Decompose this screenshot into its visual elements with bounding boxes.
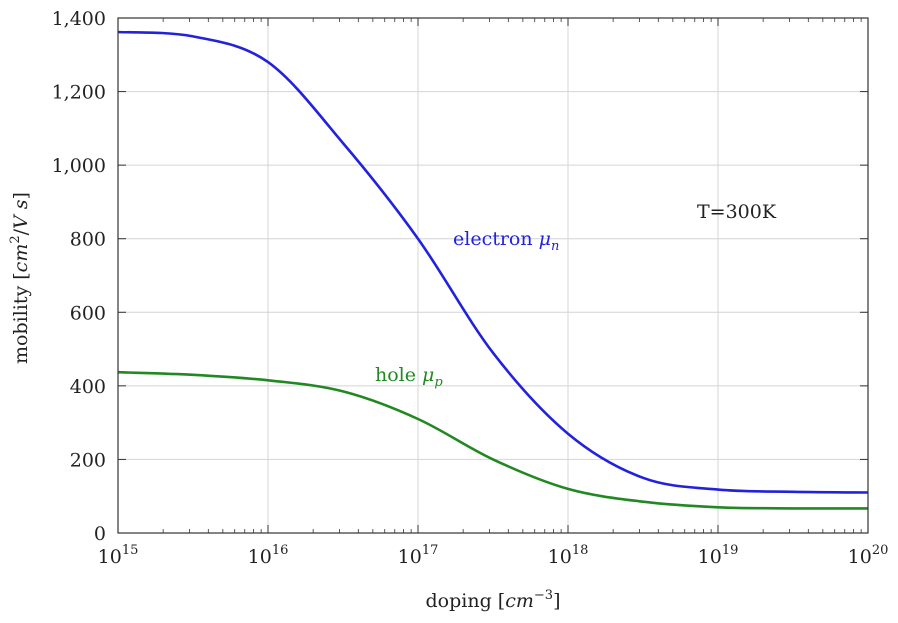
- y-axis-label: mobility [cm2/V s]: [8, 192, 32, 364]
- y-tick-label: 1,400: [52, 8, 106, 30]
- x-tick-label: 1020: [848, 543, 889, 568]
- x-axis-label: doping [cm−3]: [426, 588, 561, 612]
- y-tick-label: 600: [70, 302, 106, 324]
- annotation-electron: electron μn: [453, 228, 559, 254]
- series-line-electron: [117, 30, 869, 494]
- annotation-hole: hole μp: [375, 364, 443, 390]
- x-tick-label: 1017: [398, 543, 439, 568]
- y-tick-label: 1,000: [52, 155, 106, 177]
- y-tick-label: 0: [94, 523, 106, 545]
- x-tick-label: 1018: [548, 543, 589, 568]
- y-tick-label: 1,200: [52, 82, 106, 104]
- annotation-temperature: T=300K: [697, 201, 777, 223]
- plot-frame: [117, 17, 869, 534]
- ticks: [117, 17, 869, 534]
- y-tick-label: 800: [70, 229, 106, 251]
- series-line-hole: [117, 370, 869, 510]
- grid: [117, 17, 869, 534]
- x-tick-label: 1016: [248, 543, 289, 568]
- y-tick-label: 200: [70, 449, 106, 471]
- series-lines: [117, 30, 869, 510]
- y-tick-label: 400: [70, 376, 106, 398]
- x-tick-label: 1015: [98, 543, 139, 568]
- tick-labels: 1015 1016 1017 1018 1019 1020 0 200 400 600 800 1,0…: [52, 8, 889, 568]
- x-tick-label: 1019: [698, 543, 739, 568]
